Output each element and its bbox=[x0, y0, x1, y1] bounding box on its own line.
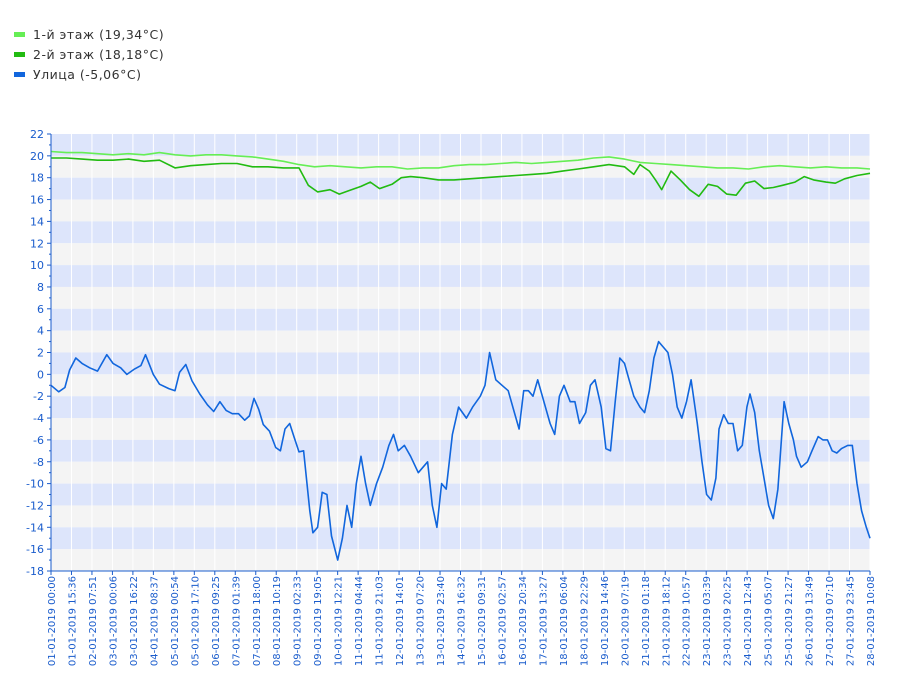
y-tick-label: -2 bbox=[33, 390, 44, 403]
chart-legend: 1-й этаж (19,34°C) 2-й этаж (18,18°C) Ул… bbox=[14, 24, 164, 84]
legend-label-street: Улица (-5,06°C) bbox=[33, 66, 142, 82]
y-tick-label: 12 bbox=[30, 237, 44, 250]
y-tick-label: -10 bbox=[26, 478, 44, 491]
y-tick-label: 2 bbox=[37, 347, 44, 360]
x-tick-label: 10-01-2019 12:21 bbox=[334, 576, 345, 666]
x-tick-label: 18-01-2019 22:29 bbox=[579, 576, 590, 666]
y-tick-label: 22 bbox=[30, 128, 44, 141]
y-tick-label: 18 bbox=[30, 172, 44, 185]
y-tick-label: -8 bbox=[33, 456, 44, 469]
x-tick-label: 12-01-2019 14:01 bbox=[395, 576, 406, 666]
x-tick-label: 11-01-2019 21:03 bbox=[375, 576, 386, 666]
x-tick-label: 18-01-2019 06:04 bbox=[559, 576, 570, 666]
legend-swatch-street bbox=[14, 71, 25, 77]
x-tick-label: 09-01-2019 02:33 bbox=[293, 576, 304, 666]
x-tick-label: 09-01-2019 19:05 bbox=[313, 576, 324, 666]
x-tick-labels: 01-01-2019 00:00 01-01-2019 15:36 02-01-20… bbox=[47, 576, 877, 666]
x-tick-label: 22-01-2019 10:57 bbox=[682, 576, 693, 666]
x-tick-label: 26-01-2019 13:49 bbox=[805, 576, 816, 666]
x-tick-label: 06-01-2019 09:25 bbox=[211, 576, 222, 666]
x-tick-label: 05-01-2019 17:10 bbox=[190, 576, 201, 666]
x-tick-label: 24-01-2019 12:43 bbox=[743, 576, 754, 666]
y-tick-label: 16 bbox=[30, 194, 44, 207]
x-tick-label: 16-01-2019 02:57 bbox=[497, 576, 508, 666]
series-line-0 bbox=[50, 150, 871, 170]
x-tick-label: 11-01-2019 04:44 bbox=[354, 576, 365, 666]
y-tick-label: -14 bbox=[26, 521, 44, 534]
legend-entry-street: Улица (-5,06°C) bbox=[14, 64, 164, 84]
x-tick-label: 19-01-2019 14:46 bbox=[600, 576, 611, 666]
x-tick-label: 03-01-2019 00:06 bbox=[108, 576, 119, 666]
y-tick-label: -4 bbox=[33, 412, 44, 425]
x-tick-label: 27-01-2019 07:10 bbox=[825, 576, 836, 666]
series-line-1 bbox=[51, 157, 871, 198]
x-tick-label: 16-01-2019 20:34 bbox=[518, 576, 529, 666]
y-tick-label: -18 bbox=[26, 565, 44, 578]
x-tick-label: 21-01-2019 18:12 bbox=[661, 576, 672, 666]
legend-swatch-floor1 bbox=[14, 31, 25, 37]
legend-entry-floor2: 2-й этаж (18,18°C) bbox=[14, 44, 164, 64]
x-tick-label: 05-01-2019 00:54 bbox=[170, 576, 181, 666]
x-tick-label: 17-01-2019 13:27 bbox=[538, 576, 549, 666]
legend-entry-floor1: 1-й этаж (19,34°C) bbox=[14, 24, 164, 44]
x-tick-label: 01-01-2019 00:00 bbox=[47, 576, 58, 666]
axes bbox=[47, 133, 871, 575]
legend-swatch-floor2 bbox=[14, 51, 25, 57]
x-tick-label: 25-01-2019 05:07 bbox=[764, 576, 775, 666]
y-tick-label: -16 bbox=[26, 543, 44, 556]
y-tick-labels: 2220181614121086420-2-4-6-8-10-12-14-16-… bbox=[26, 128, 44, 578]
x-tick-label: 01-01-2019 15:36 bbox=[67, 576, 78, 666]
x-tick-label: 13-01-2019 23:40 bbox=[436, 576, 447, 666]
y-tick-label: -6 bbox=[33, 434, 44, 447]
x-tick-label: 21-01-2019 01:18 bbox=[641, 576, 652, 666]
series-line-2 bbox=[50, 340, 871, 561]
x-tick-label: 23-01-2019 03:39 bbox=[702, 576, 713, 666]
x-tick-label: 08-01-2019 10:19 bbox=[272, 576, 283, 666]
x-tick-label: 04-01-2019 08:37 bbox=[149, 576, 160, 666]
x-tick-label: 02-01-2019 07:51 bbox=[88, 576, 99, 666]
y-tick-label: 4 bbox=[37, 325, 44, 338]
x-tick-label: 07-01-2019 18:00 bbox=[252, 576, 263, 666]
x-tick-label: 25-01-2019 21:27 bbox=[784, 576, 795, 666]
x-tick-label: 15-01-2019 09:31 bbox=[477, 576, 488, 666]
y-tick-label: 6 bbox=[37, 303, 44, 316]
x-tick-label: 07-01-2019 01:39 bbox=[231, 576, 242, 666]
legend-label-floor2: 2-й этаж (18,18°C) bbox=[33, 46, 165, 62]
x-tick-label: 13-01-2019 07:20 bbox=[416, 576, 427, 666]
y-tick-label: 0 bbox=[37, 368, 44, 381]
legend-label-floor1: 1-й этаж (19,34°C) bbox=[33, 26, 165, 42]
x-tick-label: 28-01-2019 10:08 bbox=[866, 576, 877, 666]
x-tick-label: 27-01-2019 23:45 bbox=[846, 576, 857, 666]
x-tick-label: 14-01-2019 16:32 bbox=[457, 576, 468, 666]
y-tick-label: -12 bbox=[26, 499, 44, 512]
x-tick-label: 23-01-2019 20:25 bbox=[723, 576, 734, 666]
y-tick-label: 8 bbox=[37, 281, 44, 294]
grid-lines bbox=[50, 134, 871, 571]
x-tick-label: 03-01-2019 16:22 bbox=[129, 576, 140, 666]
y-tick-label: 20 bbox=[30, 150, 44, 163]
y-tick-label: 10 bbox=[30, 259, 44, 272]
series-lines bbox=[50, 150, 871, 561]
y-tick-label: 14 bbox=[30, 215, 44, 228]
x-tick-label: 20-01-2019 07:19 bbox=[620, 576, 631, 666]
